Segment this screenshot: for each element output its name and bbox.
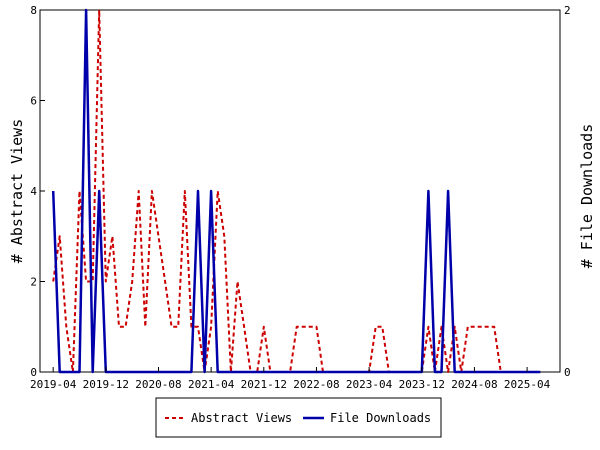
x-tick-label: 2023-12 <box>399 378 445 391</box>
x-tick-label: 2019-12 <box>83 378 129 391</box>
y-left-tick-label: 2 <box>30 276 37 289</box>
x-tick-label: 2024-08 <box>451 378 497 391</box>
left-axis-title: # Abstract Views <box>8 119 26 264</box>
x-tick-label: 2019-04 <box>30 378 77 391</box>
x-tick-label: 2021-04 <box>188 378 235 391</box>
x-tick-label: 2025-04 <box>504 378 551 391</box>
series-line-abstract-views <box>52 9 541 373</box>
y-left-tick-label: 0 <box>30 366 37 379</box>
series-line-file-downloads <box>51 8 541 374</box>
right-axis-title: # File Downloads <box>578 124 596 269</box>
y-right-tick-label: 0 <box>564 366 571 379</box>
y-left-tick-label: 6 <box>30 95 37 108</box>
y-left-tick-label: 4 <box>30 185 37 198</box>
y-left-tick-label: 8 <box>30 4 37 17</box>
x-tick-label: 2023-04 <box>346 378 393 391</box>
x-tick-label: 2022-08 <box>293 378 339 391</box>
y-right-tick-label: 2 <box>564 4 571 17</box>
legend-label-file-downloads: File Downloads <box>330 411 431 425</box>
ticks-layer: 2019-04 2019-12 2020-08 2021-04 2021-12 2022-… <box>30 4 571 391</box>
legend-label-abstract-views: Abstract Views <box>191 411 292 425</box>
plot-area <box>39 9 561 373</box>
series-layer <box>51 8 541 374</box>
legend: Abstract Views File Downloads <box>155 397 442 438</box>
x-tick-label: 2020-08 <box>135 378 181 391</box>
x-tick-label: 2021-12 <box>241 378 287 391</box>
legend-box <box>155 397 442 438</box>
